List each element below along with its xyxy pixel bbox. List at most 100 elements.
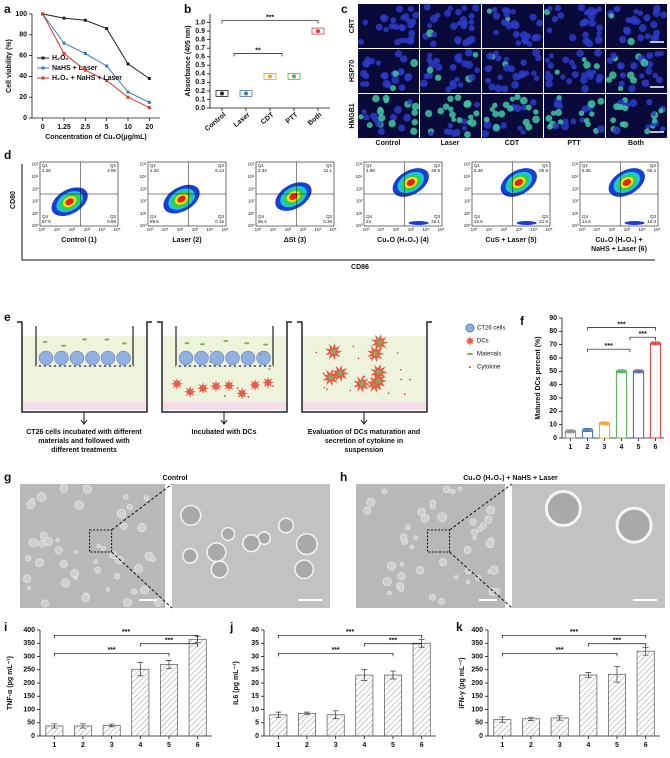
material [42,340,48,343]
x-tick-label: Laser [233,111,252,129]
y-tick-label: 40 [251,627,259,634]
nucleus [606,57,614,64]
y-tick-label: 0.3 [195,79,205,86]
nucleus [614,5,621,13]
density [406,179,415,186]
nucleus [397,68,405,75]
significance: *** [108,647,116,654]
quadrant-value: 12.4 [647,219,656,224]
density [408,221,429,225]
nucleus [550,110,556,116]
nucleus [501,85,509,93]
panel-letter: i [4,620,7,634]
nucleus [495,55,502,62]
nucleus [464,131,471,138]
nucleus [520,31,528,39]
tick-label: 10² [356,199,363,204]
error-bar [304,711,310,716]
nucleus [447,95,454,103]
cell [28,538,38,548]
bar [269,714,288,737]
nucleus [395,5,403,13]
cytokine [387,392,390,394]
marker [126,90,130,94]
y-axis-label: TNF-α (pg mL⁻¹) [7,656,14,710]
marker [126,62,130,66]
tick-label: 10⁰ [248,223,255,228]
box [239,90,253,97]
significance: *** [332,647,340,654]
nucleus [485,77,492,84]
nucleus [464,37,473,46]
nucleus [404,16,410,23]
marker [105,64,109,68]
bracket [53,634,199,639]
caption: Evaluation of DCs maturation and [308,429,420,436]
nucleus [378,128,385,135]
nucleus [594,36,603,44]
axis-frame [21,164,655,261]
nucleus [399,55,408,63]
nucleus [651,118,658,124]
nucleus [646,52,654,60]
dc-core [372,351,378,357]
cell [59,484,69,493]
nucleus [454,94,462,101]
nucleus [652,9,661,17]
tick-label: 10² [393,227,400,232]
quadrant-name: Q2 [434,163,441,168]
nucleus [428,130,434,137]
nucleus [552,122,559,130]
y-tick-label: 50 [475,720,483,727]
significance: *** [617,321,625,328]
y-tick-label: 40 [19,73,27,80]
nucleus [561,118,569,126]
nucleus [394,106,402,114]
cell [469,518,477,526]
point [621,369,625,374]
y-tick-label: 0 [23,115,27,122]
dc [223,379,235,392]
nucleus [411,102,420,111]
cytokine [369,357,372,359]
nucleus [645,124,651,130]
y-tick-label: 0.2 [195,88,205,95]
nucleus [474,67,480,74]
tick-label: 10¹ [572,211,579,216]
bar [160,664,178,737]
nucleus [376,107,385,116]
nucleus [380,73,386,79]
tick-label: 10⁴ [207,227,214,232]
quadrant-name: Q4 [42,214,49,219]
nucleus [510,8,516,15]
cell [485,539,495,549]
nucleus [372,94,380,103]
cytokine [272,385,274,387]
marker [62,41,66,45]
error-bar [166,660,172,669]
material [81,338,87,341]
dc-core [376,369,382,375]
nucleus [658,108,664,114]
nucleus [483,120,492,129]
quadrant-value: 2.34 [258,168,267,173]
bracket [587,348,631,353]
nucleus [532,115,540,124]
tick-label: 10⁴ [248,174,255,179]
nucleus [449,63,457,71]
significance: *** [570,629,578,636]
bar [550,717,569,737]
cell [382,577,392,587]
tick-label: 10⁴ [315,227,322,232]
point [638,369,642,374]
y-tick-label: 0.0 [195,105,205,112]
nucleus [645,67,653,75]
quadrant-name: Q1 [474,163,481,168]
tumor-cell [38,350,54,366]
y-tick-label: 250 [471,667,483,674]
cell-zoom [206,542,227,563]
nucleus [568,59,575,66]
density [289,193,298,200]
bottom-layer [302,402,427,410]
nucleus [481,130,489,138]
